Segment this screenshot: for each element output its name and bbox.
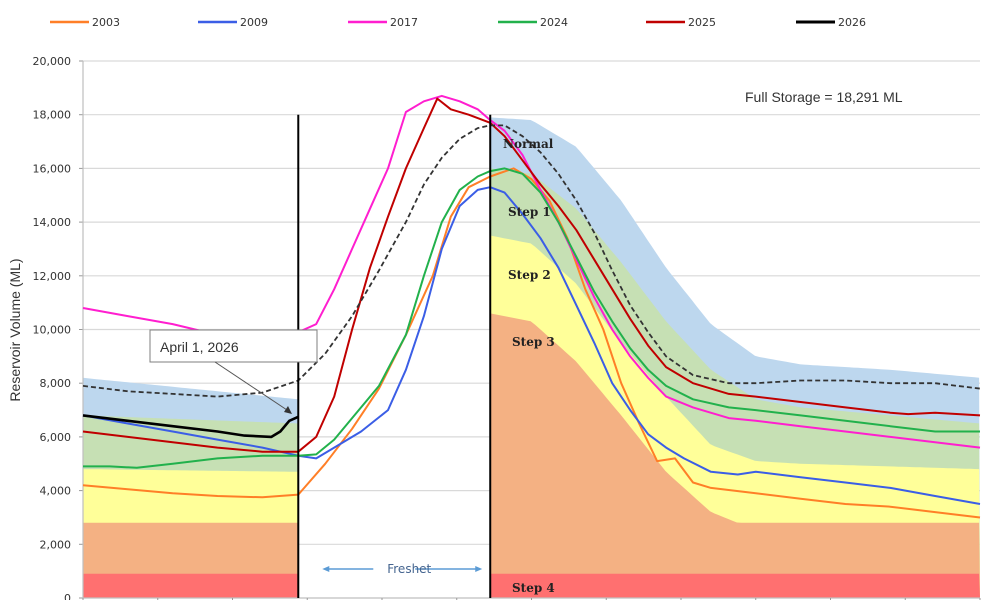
legend-label-2026: 2026 xyxy=(838,16,866,29)
y-axis-title: Reservoir Volume (ML) xyxy=(7,258,23,401)
y-tick-label: 20,000 xyxy=(33,55,72,68)
y-tick-label: 4,000 xyxy=(40,485,72,498)
legend: 2003 2009 2017 2024 2025 2026 xyxy=(50,16,866,29)
callout-box xyxy=(149,329,318,363)
series-line-2026 xyxy=(82,414,299,439)
legend-label-2009: 2009 xyxy=(240,16,268,29)
y-tick-label: 0 xyxy=(64,592,71,600)
legend-label-2025: 2025 xyxy=(688,16,716,29)
y-tick-label: 6,000 xyxy=(40,431,72,444)
callout-label: April 1, 2026 xyxy=(160,339,239,355)
callout-arrowhead-icon xyxy=(284,406,292,414)
series-line-2017 xyxy=(82,94,981,449)
zone-label-normal: Normal xyxy=(503,137,554,151)
zone-labels: Normal Step 1 Step 2 Step 3 Step 4 xyxy=(503,137,555,595)
series-lines xyxy=(82,94,981,519)
annotations: Reservoir Volume (ML) Full Storage = 18,… xyxy=(7,89,903,414)
series-line-2025 xyxy=(82,97,981,453)
zone-step-4 xyxy=(83,573,299,598)
y-tick-label: 12,000 xyxy=(33,270,72,283)
legend-label-2024: 2024 xyxy=(540,16,568,29)
zone-label-step-3: Step 3 xyxy=(512,335,555,349)
series-line-2024 xyxy=(83,167,980,469)
zone-step-4 xyxy=(490,573,980,598)
zone-label-step-1: Step 1 xyxy=(508,205,551,219)
zone-label-step-2: Step 2 xyxy=(508,268,551,282)
y-tick-label: 2,000 xyxy=(40,538,72,551)
axes xyxy=(82,61,981,600)
y-tick-label: 16,000 xyxy=(33,162,72,175)
y-tick-label: 8,000 xyxy=(40,377,72,390)
series-line-normal xyxy=(82,124,981,398)
drought-zones xyxy=(83,117,980,599)
legend-label-2017: 2017 xyxy=(390,16,418,29)
y-tick-label: 14,000 xyxy=(33,216,72,229)
legend-label-2003: 2003 xyxy=(92,16,120,29)
series-line-2009 xyxy=(82,186,981,505)
full-storage-label: Full Storage = 18,291 ML xyxy=(745,89,903,105)
freshet-label: Freshet xyxy=(387,562,431,576)
zone-label-step-4: Step 4 xyxy=(512,581,555,595)
y-tick-label: 10,000 xyxy=(33,324,72,337)
zone-step-3 xyxy=(490,313,980,598)
arrow-left-icon xyxy=(322,566,330,572)
callout-arrow-line xyxy=(214,361,291,413)
y-tick-label: 18,000 xyxy=(33,109,72,122)
arrow-right-icon xyxy=(475,566,483,572)
